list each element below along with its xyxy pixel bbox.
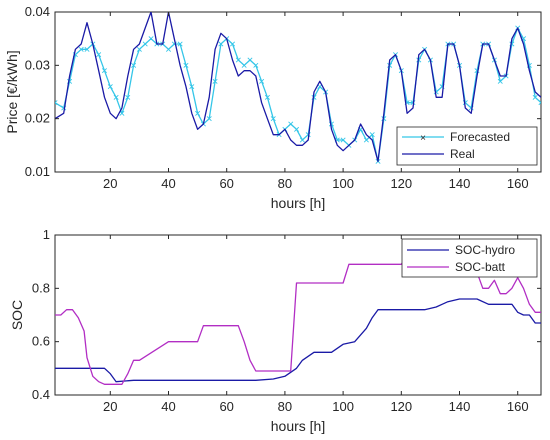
soc-x-ticks: 20 40 60 80 100 120 140 160	[103, 235, 529, 414]
price-legend-box	[396, 126, 538, 166]
series-line-soc-hydro	[55, 298, 541, 383]
point-forecasted	[212, 78, 218, 84]
price-x-tick-label: 100	[332, 176, 354, 191]
price-y-ticks: 0.01 0.02 0.03 0.04	[25, 4, 541, 179]
legend-soc-hydro-label: SOC-hydro	[455, 243, 515, 257]
soc-y-tick-label: 0.6	[32, 334, 50, 349]
point-forecasted	[259, 78, 265, 84]
point-forecasted	[288, 121, 294, 127]
point-forecasted	[532, 94, 538, 100]
price-x-tick-label: 20	[103, 176, 117, 191]
series-line-soc-batt	[55, 255, 541, 385]
soc-x-tick-label: 120	[390, 399, 412, 414]
point-forecasted	[340, 137, 346, 143]
point-forecasted	[230, 41, 236, 47]
price-y-tick-label: 0.03	[25, 57, 50, 72]
point-forecasted	[84, 46, 90, 52]
point-forecasted	[195, 110, 201, 116]
legend-forecasted-label: Forecasted	[450, 130, 510, 144]
point-forecasted	[299, 137, 305, 143]
point-forecasted	[363, 137, 369, 143]
point-forecasted	[96, 52, 102, 58]
soc-y-tick-label: 0.8	[32, 280, 50, 295]
point-forecasted	[538, 100, 541, 106]
soc-x-tick-label: 100	[332, 399, 354, 414]
price-x-tick-label: 160	[507, 176, 529, 191]
price-chart: 20 40 60 80 100 120 140 160 0.01 0.02 0.03 0.04 ho…	[4, 4, 542, 211]
soc-x-tick-label: 60	[219, 399, 233, 414]
soc-chart: 20 40 60 80 100 120 140 160 0.4 0.6 0.8 1 hours [h…	[9, 227, 542, 434]
point-forecasted	[264, 94, 270, 100]
point-forecasted	[369, 132, 375, 138]
soc-x-tick-label: 40	[161, 399, 175, 414]
point-forecasted	[148, 36, 154, 42]
soc-x-tick-label: 80	[278, 399, 292, 414]
price-x-tick-label: 60	[219, 176, 233, 191]
price-x-tick-label: 140	[449, 176, 471, 191]
price-x-tick-label: 40	[161, 176, 175, 191]
price-x-tick-label: 80	[278, 176, 292, 191]
point-forecasted	[497, 78, 503, 84]
price-y-tick-label: 0.04	[25, 4, 50, 19]
soc-y-tick-label: 1	[43, 227, 50, 242]
soc-x-tick-label: 160	[507, 399, 529, 414]
legend-real-label: Real	[450, 147, 475, 161]
point-forecasted	[189, 84, 195, 90]
soc-x-tick-label: 140	[449, 399, 471, 414]
point-forecasted	[125, 94, 131, 100]
point-forecasted	[294, 126, 300, 132]
point-forecasted	[78, 46, 84, 52]
price-series-layer	[55, 12, 541, 164]
price-legend: × Forecasted Real	[396, 126, 538, 166]
series-line-real	[55, 12, 541, 162]
point-forecasted	[241, 62, 247, 68]
soc-legend-box	[401, 238, 538, 278]
point-forecasted	[247, 57, 253, 63]
soc-y-ticks: 0.4 0.6 0.8 1	[32, 227, 541, 402]
point-forecasted	[183, 62, 189, 68]
price-y-axis-label: Price [€/kWh]	[4, 50, 20, 133]
price-y-tick-label: 0.02	[25, 111, 50, 126]
point-forecasted	[142, 41, 148, 47]
point-forecasted	[107, 84, 113, 90]
soc-y-axis-label: SOC	[9, 300, 25, 330]
soc-y-tick-label: 0.4	[32, 387, 50, 402]
point-forecasted	[253, 62, 259, 68]
point-forecasted	[55, 100, 58, 106]
point-forecasted	[165, 46, 172, 52]
point-forecasted	[113, 94, 119, 100]
point-forecasted	[270, 116, 276, 122]
point-forecasted	[101, 68, 107, 74]
price-x-tick-label: 120	[390, 176, 412, 191]
soc-series-layer	[55, 255, 541, 385]
point-forecasted	[206, 116, 212, 122]
price-x-axis-label: hours [h]	[271, 195, 325, 211]
price-x-ticks: 20 40 60 80 100 120 140 160	[103, 12, 529, 191]
point-forecasted	[177, 41, 183, 47]
point-forecasted	[218, 41, 224, 47]
price-y-tick-label: 0.01	[25, 164, 50, 179]
legend-soc-batt-label: SOC-batt	[455, 260, 506, 274]
point-forecasted	[136, 46, 142, 52]
legend-forecasted-marker: ×	[420, 133, 426, 144]
point-forecasted	[131, 62, 137, 68]
soc-x-axis-label: hours [h]	[271, 418, 325, 434]
point-forecasted	[235, 57, 241, 63]
soc-x-tick-label: 20	[103, 399, 117, 414]
soc-legend: SOC-hydro SOC-batt	[401, 238, 538, 278]
